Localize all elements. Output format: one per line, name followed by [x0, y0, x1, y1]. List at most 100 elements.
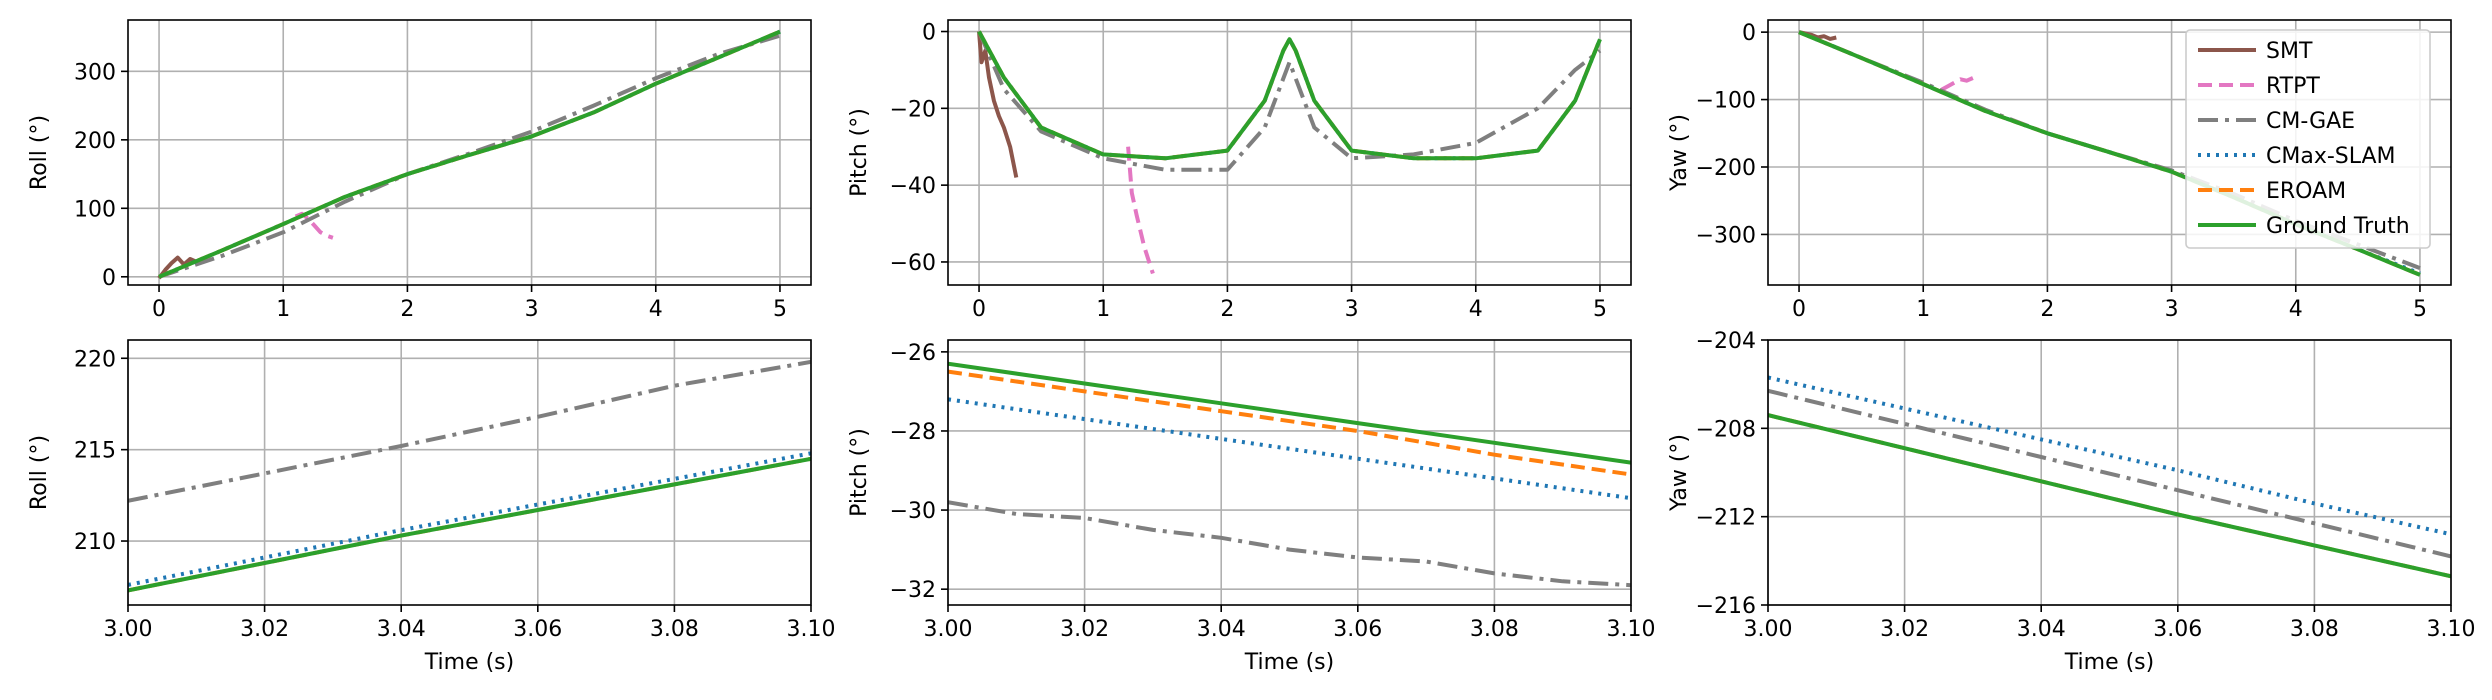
y-tick-label: −60	[890, 251, 936, 276]
x-tick-label: 3.00	[104, 617, 153, 642]
series-line-ground-truth	[158, 29, 781, 279]
x-tick-label: 2	[1220, 297, 1234, 322]
series-line-cmax-slam	[1768, 375, 2451, 537]
series-line-smt	[977, 31, 1019, 178]
y-tick-label: −40	[890, 174, 936, 199]
legend-label: Ground Truth	[2266, 214, 2410, 239]
x-tick-label: 3.04	[377, 617, 426, 642]
chart-panel-2: 0 1 2 3 4 5 0 −20 −40 −60 Pitch (°)	[847, 19, 1632, 322]
plot-frame	[1767, 19, 2452, 286]
y-axis-label: Pitch (°)	[847, 108, 872, 197]
plot-frame	[947, 19, 1632, 286]
y-tick-label: 0	[102, 266, 116, 291]
y-tick-label: 300	[74, 60, 116, 85]
x-tick-label: 5	[2413, 297, 2427, 322]
series-line-cm-gae	[1768, 388, 2451, 559]
y-tick-label: 220	[74, 347, 116, 372]
x-axis-label: Time (s)	[2064, 650, 2154, 675]
x-tick-label: 3	[2165, 297, 2179, 322]
x-tick-label: 3.10	[2427, 617, 2476, 642]
y-tick-label: −212	[1696, 506, 1756, 531]
legend: SMT RTPT CM-GAE CMax-SLAM EROAM Ground Truth	[2185, 29, 2431, 249]
series-line-smt	[157, 255, 198, 280]
legend-label: CM-GAE	[2266, 109, 2355, 134]
series-line-cm-gae	[128, 359, 811, 503]
y-axis-label: Yaw (°)	[1667, 434, 1692, 512]
x-tick-label: 0	[152, 297, 166, 322]
x-tick-label: 0	[1792, 297, 1806, 322]
y-tick-label: −28	[890, 420, 936, 445]
series-line-rtpt	[1126, 146, 1155, 275]
x-tick-label: 5	[1593, 297, 1607, 322]
x-axis-label: Time (s)	[424, 650, 514, 675]
x-tick-label: 3.02	[1060, 617, 1109, 642]
y-tick-label: −300	[1696, 223, 1756, 248]
legend-label: CMax-SLAM	[2266, 144, 2396, 169]
plot-frame	[127, 19, 812, 286]
y-tick-label: 200	[74, 129, 116, 154]
series-line-cm-gae	[948, 500, 1631, 588]
series-line-ground-truth	[1768, 413, 2451, 579]
y-tick-label: −26	[890, 341, 936, 366]
y-tick-label: −204	[1696, 329, 1756, 354]
series-line-ground-truth	[128, 456, 811, 593]
legend-label: RTPT	[2266, 74, 2320, 99]
y-tick-label: −200	[1696, 156, 1756, 181]
y-tick-label: 215	[74, 439, 116, 464]
x-tick-label: 3.02	[1880, 617, 1929, 642]
series-line-ground-truth	[948, 361, 1631, 465]
x-tick-label: 3	[525, 297, 539, 322]
y-axis-label: Pitch (°)	[847, 428, 872, 517]
x-tick-label: 3.02	[240, 617, 289, 642]
x-tick-label: 3.08	[2290, 617, 2339, 642]
series-line-cm-gae	[977, 30, 1602, 172]
legend-label: EROAM	[2266, 179, 2346, 204]
plot-frame	[127, 339, 812, 606]
x-tick-label: 2	[400, 297, 414, 322]
x-tick-label: 2	[2040, 297, 2054, 322]
x-tick-label: 1	[1096, 297, 1110, 322]
y-axis-label: Roll (°)	[27, 115, 52, 190]
plot-frame	[1767, 339, 2452, 606]
x-tick-label: 3.00	[1744, 617, 1793, 642]
series-line-ground-truth	[977, 30, 1602, 161]
y-tick-label: −208	[1696, 417, 1756, 442]
y-tick-label: 100	[74, 197, 116, 222]
y-tick-label: −216	[1696, 594, 1756, 619]
x-tick-label: 1	[1916, 297, 1930, 322]
x-tick-label: 5	[773, 297, 787, 322]
y-tick-label: −20	[890, 97, 936, 122]
x-tick-label: 3.06	[2153, 617, 2202, 642]
chart-panel-4: 3.00 3.02 3.04 3.06 3.08 3.10 210 215 220 Roll (°…	[27, 339, 836, 675]
x-tick-label: 1	[276, 297, 290, 322]
x-tick-label: 4	[1469, 297, 1483, 322]
series-line-eroam	[948, 369, 1631, 477]
x-tick-label: 3.06	[513, 617, 562, 642]
x-tick-label: 3	[1345, 297, 1359, 322]
chart-panel-6: 3.00 3.02 3.04 3.06 3.08 3.10 −204 −208 −212 −216…	[1667, 329, 2475, 675]
plot-frame	[947, 339, 1632, 606]
x-tick-label: 3.06	[1333, 617, 1382, 642]
x-tick-label: 3.04	[2017, 617, 2066, 642]
x-tick-label: 3.00	[924, 617, 973, 642]
x-tick-label: 4	[2289, 297, 2303, 322]
y-tick-label: −100	[1696, 89, 1756, 114]
series-line-rtpt	[1940, 76, 1974, 92]
x-tick-label: 3.08	[650, 617, 699, 642]
y-tick-label: 0	[922, 21, 936, 46]
y-tick-label: −32	[890, 578, 936, 603]
y-axis-label: Yaw (°)	[1667, 114, 1692, 192]
series-line-cmax-slam	[128, 451, 811, 587]
y-tick-label: −30	[890, 499, 936, 524]
x-tick-label: 4	[649, 297, 663, 322]
x-tick-label: 3.10	[787, 617, 836, 642]
legend-label: SMT	[2266, 39, 2313, 64]
chart-panel-5: 3.00 3.02 3.04 3.06 3.08 3.10 −26 −28 −30 −32 Pitc…	[847, 339, 1656, 675]
chart-panel-1: 0 1 2 3 4 5 0 100 200 300 Roll (°)	[27, 19, 812, 322]
x-axis-label: Time (s)	[1244, 650, 1334, 675]
y-tick-label: 0	[1742, 21, 1756, 46]
x-tick-label: 3.10	[1607, 617, 1656, 642]
y-axis-label: Roll (°)	[27, 435, 52, 510]
x-tick-label: 3.04	[1197, 617, 1246, 642]
